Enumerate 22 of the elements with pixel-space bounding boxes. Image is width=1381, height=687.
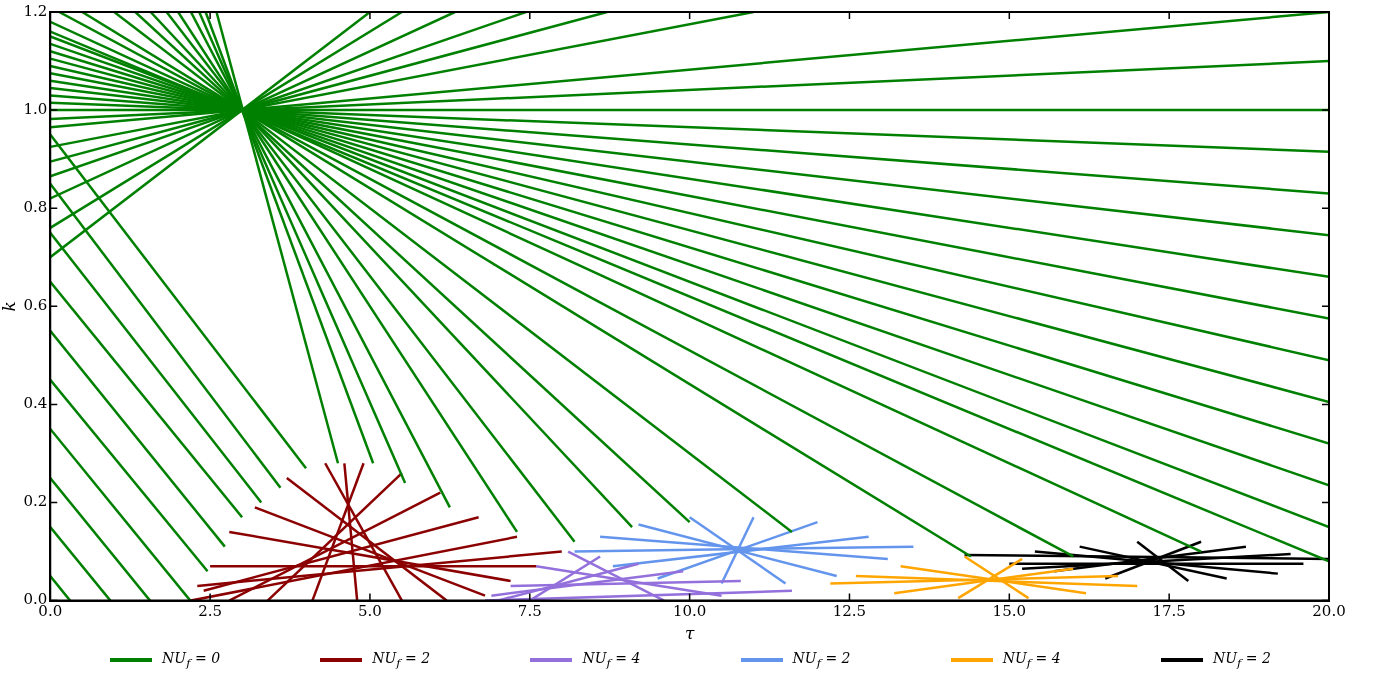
y-tick-label: 1.2 — [23, 1, 48, 20]
legend-label: NU$_{f}$ = 2 — [792, 650, 851, 670]
legend-label: NU$_{f}$ = 2 — [372, 650, 431, 670]
legend-label: NU$_{f}$ = 2 — [1212, 650, 1271, 670]
y-tick-label: 1.0 — [23, 99, 48, 118]
x-tick-label: 17.5 — [1152, 602, 1186, 621]
y-axis-title: k — [0, 301, 19, 312]
legend-label: NU$_{f}$ = 4 — [582, 650, 641, 670]
x-tick-label: 5.0 — [358, 602, 382, 621]
legend-label: NU$_{f}$ = 0 — [162, 650, 221, 670]
x-tick-label: 2.5 — [198, 602, 223, 621]
x-axis-title: τ — [684, 623, 695, 644]
y-tick-label: 0.6 — [23, 296, 48, 315]
legend-label: NU$_{f}$ = 4 — [1002, 650, 1061, 670]
x-tick-label: 12.5 — [832, 602, 867, 621]
x-tick-label: 7.5 — [517, 602, 542, 621]
x-tick-label: 15.0 — [992, 602, 1027, 621]
y-tick-label: 0.8 — [23, 198, 48, 217]
y-tick-label: 0.2 — [23, 492, 48, 511]
x-tick-label: 10.0 — [672, 602, 707, 621]
y-tick-label: 0.4 — [23, 394, 48, 413]
x-tick-label: 20.0 — [1312, 602, 1346, 621]
